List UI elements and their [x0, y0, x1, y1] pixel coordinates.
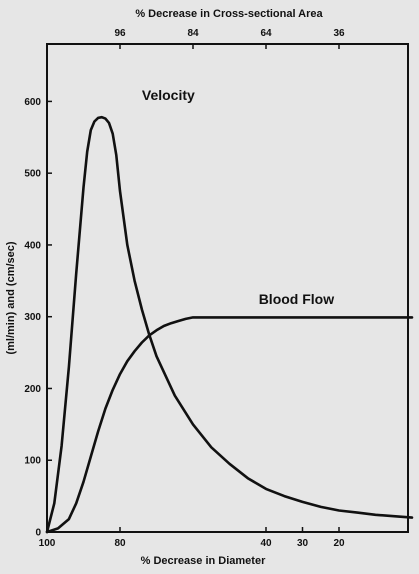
top-tick-label: 84: [187, 28, 199, 39]
y-tick-label: 200: [24, 384, 41, 395]
y-tick-label: 600: [24, 97, 41, 108]
x-tick-label: 80: [114, 538, 126, 549]
annotation-blood-flow: Blood Flow: [259, 291, 335, 307]
series-line-velocity: [45, 115, 414, 534]
y-tick-label: 400: [24, 240, 41, 251]
top-axis-title: % Decrease in Cross-sectional Area: [135, 8, 323, 20]
top-tick-label: 96: [114, 28, 126, 39]
y-tick-label: 300: [24, 312, 41, 323]
top-tick-label: 36: [333, 28, 345, 39]
bottom-axis-title: % Decrease in Diameter: [141, 555, 266, 567]
y-axis-title: (ml/min) and (cm/sec): [5, 241, 17, 354]
annotation-velocity: Velocity: [142, 87, 195, 103]
x-tick-label: 40: [260, 538, 272, 549]
x-tick-label: 100: [39, 538, 56, 549]
series-line-blood-flow: [45, 316, 414, 534]
y-tick-label: 500: [24, 169, 41, 180]
x-tick-label: 20: [333, 538, 345, 549]
top-tick-label: 64: [260, 28, 272, 39]
plot-frame: [46, 43, 409, 533]
y-tick-label: 0: [35, 528, 41, 539]
y-tick-label: 100: [24, 456, 41, 467]
x-tick-label: 30: [297, 538, 309, 549]
